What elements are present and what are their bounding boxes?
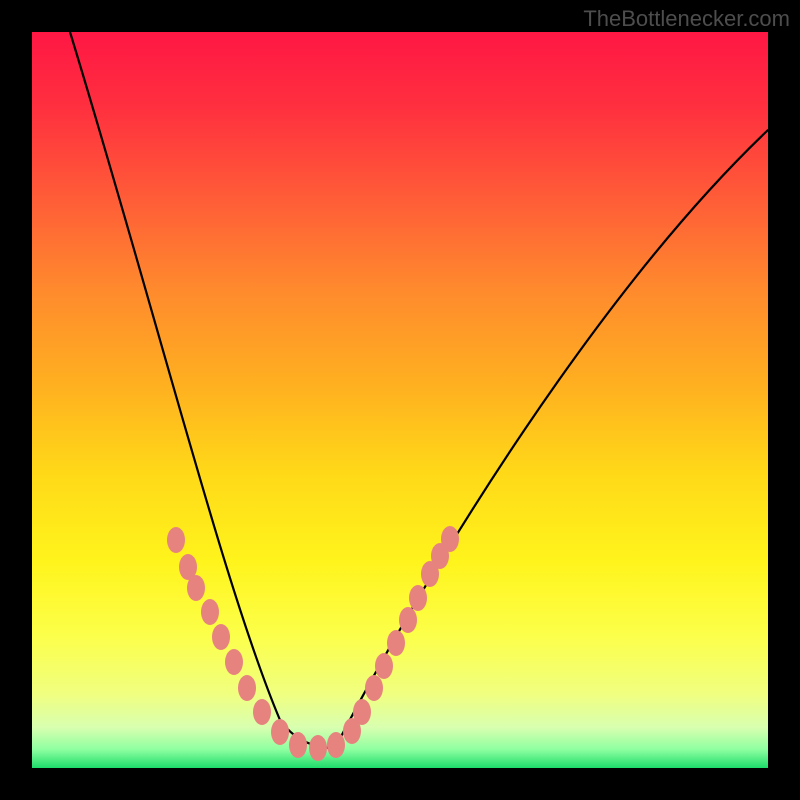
chart-marker bbox=[201, 599, 219, 625]
chart-marker bbox=[365, 675, 383, 701]
chart-marker bbox=[399, 607, 417, 633]
chart-gradient-background bbox=[32, 32, 768, 768]
chart-marker bbox=[353, 699, 371, 725]
chart-marker bbox=[253, 699, 271, 725]
chart-marker bbox=[212, 624, 230, 650]
chart-marker bbox=[441, 526, 459, 552]
chart-marker bbox=[225, 649, 243, 675]
chart-marker bbox=[271, 719, 289, 745]
chart-marker bbox=[238, 675, 256, 701]
chart-marker bbox=[289, 732, 307, 758]
chart-marker bbox=[187, 575, 205, 601]
chart-marker bbox=[309, 735, 327, 761]
bottleneck-chart bbox=[0, 0, 800, 800]
chart-marker bbox=[327, 732, 345, 758]
chart-marker bbox=[387, 630, 405, 656]
watermark-text: TheBottlenecker.com bbox=[583, 6, 790, 32]
chart-marker bbox=[167, 527, 185, 553]
chart-marker bbox=[375, 653, 393, 679]
chart-marker bbox=[409, 585, 427, 611]
